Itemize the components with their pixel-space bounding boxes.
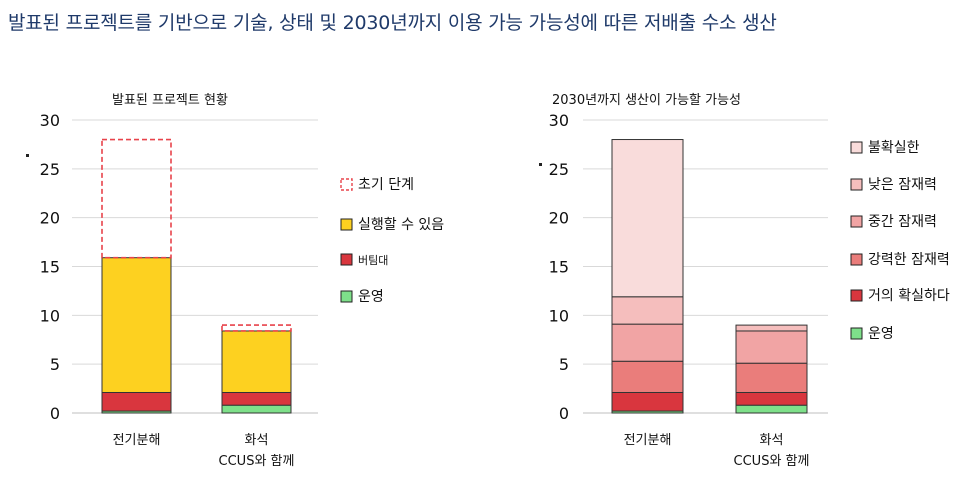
y-tick-label: 30 — [40, 111, 60, 130]
legend-swatch — [340, 218, 353, 231]
y-tick-label: 5 — [559, 355, 569, 374]
y-tick-label: 0 — [50, 404, 60, 423]
axis-marker — [26, 154, 29, 157]
bar-segment — [735, 330, 808, 364]
bar-segment — [735, 362, 808, 393]
legend-label: 강력한 잠재력 — [868, 252, 950, 268]
bar-segment — [221, 391, 292, 406]
y-tick-label: 0 — [559, 404, 569, 423]
legend-swatch — [340, 253, 353, 266]
legend-label: 운영 — [358, 289, 384, 305]
bar-segment — [611, 296, 684, 325]
bar-segment — [101, 257, 172, 393]
x-category-label: CCUS와 함께 — [219, 454, 295, 469]
legend-swatch — [850, 178, 863, 191]
x-category-label: 화석 — [760, 433, 784, 448]
bar-segment — [221, 324, 292, 332]
x-category-label: 화석 — [245, 433, 269, 448]
y-tick-label: 20 — [40, 209, 60, 228]
x-category-label: CCUS와 함께 — [734, 454, 810, 469]
bar-segment — [221, 404, 292, 414]
bar-segment — [735, 391, 808, 406]
bar-segment — [611, 323, 684, 362]
legend-swatch — [850, 215, 863, 228]
bar-segment — [101, 391, 172, 412]
y-tick-label: 15 — [40, 258, 60, 277]
y-tick-label: 10 — [40, 306, 60, 325]
legend-label: 버팀대 — [358, 254, 388, 267]
y-tick-label: 25 — [549, 160, 569, 179]
legend-swatch — [850, 289, 863, 302]
bar-segment — [611, 360, 684, 393]
bar-segment — [735, 404, 808, 414]
legend-swatch — [850, 141, 863, 154]
legend-label: 실행할 수 있음 — [358, 217, 444, 233]
y-tick-label: 10 — [549, 306, 569, 325]
legend-label: 불확실한 — [868, 140, 920, 156]
legend-swatch — [340, 290, 353, 303]
page-title: 발표된 프로젝트를 기반으로 기술, 상태 및 2030년까지 이용 가능 가능… — [8, 12, 777, 34]
bar-segment — [611, 139, 684, 298]
axis-marker — [539, 163, 542, 166]
legend-label: 운영 — [868, 326, 894, 342]
legend-label: 낮은 잠재력 — [868, 177, 937, 193]
x-category-label: 전기분해 — [113, 433, 161, 448]
y-tick-label: 5 — [50, 355, 60, 374]
chart-title: 2030년까지 생산이 가능할 가능성 — [552, 93, 741, 108]
legend-label: 초기 단계 — [358, 177, 414, 193]
legend-swatch — [850, 327, 863, 340]
bar-segment — [221, 330, 292, 393]
bar-segment — [101, 138, 172, 259]
legend-label: 중간 잠재력 — [868, 214, 937, 230]
bar-segment — [735, 324, 808, 332]
legend-swatch — [340, 178, 353, 191]
y-tick-label: 30 — [549, 111, 569, 130]
chart-title: 발표된 프로젝트 현황 — [112, 93, 228, 108]
x-category-label: 전기분해 — [624, 433, 672, 448]
legend-label: 거의 확실하다 — [868, 288, 950, 304]
legend-swatch — [850, 253, 863, 266]
y-tick-label: 25 — [40, 160, 60, 179]
bar-segment — [611, 391, 684, 412]
y-tick-label: 20 — [549, 209, 569, 228]
y-tick-label: 15 — [549, 258, 569, 277]
